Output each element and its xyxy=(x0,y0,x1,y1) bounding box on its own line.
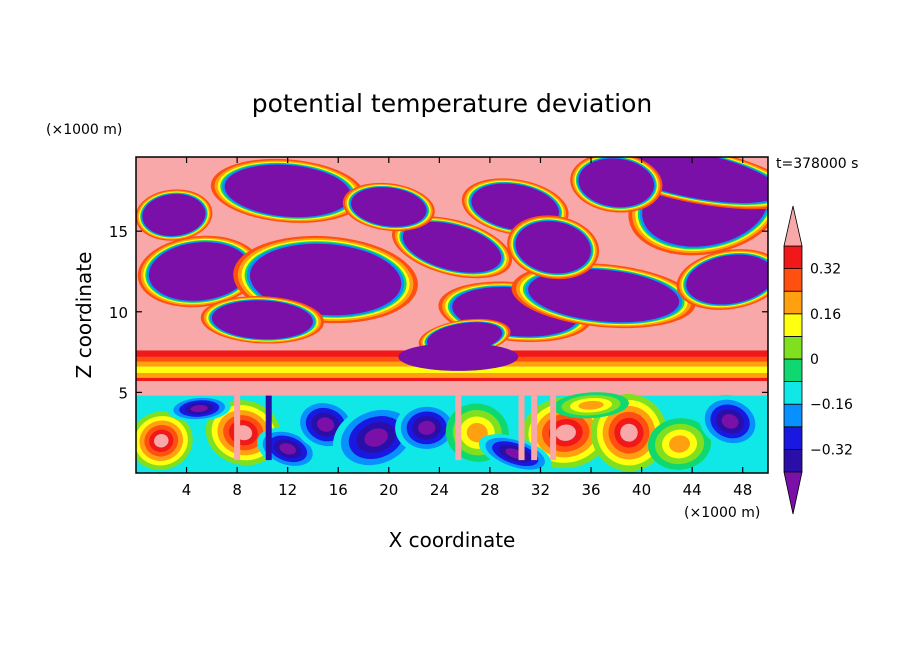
colorbar-extend-max xyxy=(783,205,803,247)
eddy-contour xyxy=(190,404,208,413)
eddy-contour xyxy=(578,400,604,410)
x-tick-label: 36 xyxy=(581,481,600,499)
x-tick-label: 32 xyxy=(531,481,550,499)
colorbar-box xyxy=(783,358,803,383)
contour-core xyxy=(351,187,427,227)
eddy-contour xyxy=(317,417,335,432)
eddy-contour xyxy=(154,434,169,448)
colorbar-tick-label: −0.32 xyxy=(810,442,853,458)
y-tick-label: 5 xyxy=(118,384,128,402)
y-unit-label: (×1000 m) xyxy=(46,122,122,138)
colorbar-extend-min xyxy=(783,471,803,515)
contour-core xyxy=(398,342,519,371)
colorbar-tick-label: 0 xyxy=(810,352,819,368)
contour-core xyxy=(605,157,768,204)
heatmap-field xyxy=(136,157,768,473)
y-axis: 5 10 15 xyxy=(109,223,768,402)
x-unit-label: (×1000 m) xyxy=(684,505,760,521)
x-tick-label: 16 xyxy=(329,481,348,499)
contour-core xyxy=(515,221,591,274)
contour-core xyxy=(211,300,313,340)
eddy-contour xyxy=(279,443,297,455)
contour-core xyxy=(686,254,768,305)
contour-core xyxy=(528,269,680,323)
band-stripe xyxy=(136,373,768,378)
plume xyxy=(234,395,241,461)
plume xyxy=(455,395,462,461)
x-tick-label: 48 xyxy=(733,481,752,499)
colorbar-box xyxy=(783,245,803,270)
y-axis-label: Z coordinate xyxy=(72,252,96,379)
x-tick-label: 8 xyxy=(232,481,242,499)
eddy-contour xyxy=(364,428,388,447)
x-axis-label: X coordinate xyxy=(389,528,516,552)
plume xyxy=(550,395,557,461)
x-tick-label: 20 xyxy=(379,481,398,499)
contour-core xyxy=(148,242,250,301)
colorbar-box xyxy=(783,426,803,450)
plume xyxy=(518,395,525,461)
colorbar-box xyxy=(783,381,803,405)
eddy-contour xyxy=(418,420,436,435)
x-tick-label: 24 xyxy=(430,481,449,499)
x-tick-label: 4 xyxy=(182,481,192,499)
contour-core xyxy=(224,164,351,218)
band-stripe xyxy=(136,381,768,394)
x-tick-label: 12 xyxy=(278,481,297,499)
band-stripe xyxy=(136,377,768,382)
colorbar-tick-label: 0.16 xyxy=(810,307,841,323)
contour-core xyxy=(142,193,206,237)
colorbar-box xyxy=(783,290,803,315)
colorbar: 0.32 0.16 0 −0.16 −0.32 xyxy=(783,205,853,515)
colorbar-tick-label: −0.16 xyxy=(810,397,853,413)
x-axis: 4 8 12 16 20 24 28 32 36 40 44 48 xyxy=(182,157,752,499)
eddy-contour xyxy=(555,424,576,441)
x-tick-label: 44 xyxy=(683,481,702,499)
contour-core xyxy=(578,158,655,208)
eddy-contour xyxy=(620,423,638,442)
y-tick-label: 15 xyxy=(109,223,128,241)
colorbar-box xyxy=(783,268,803,292)
plume xyxy=(531,395,538,461)
plume xyxy=(265,395,272,461)
eddy-contour xyxy=(669,435,691,453)
contour-core xyxy=(402,221,502,273)
colorbar-box xyxy=(783,335,803,360)
colorbar-tick-label: 0.32 xyxy=(810,262,841,278)
contour-core xyxy=(249,243,402,316)
colorbar-box xyxy=(783,403,803,428)
chart-title: potential temperature deviation xyxy=(252,89,652,118)
colorbar-box xyxy=(783,448,803,473)
x-tick-label: 28 xyxy=(480,481,499,499)
plot-frame xyxy=(135,156,769,474)
colorbar-box xyxy=(783,313,803,337)
time-label: t=378000 s xyxy=(776,156,858,172)
x-tick-label: 40 xyxy=(632,481,651,499)
y-tick-label: 10 xyxy=(109,304,128,322)
eddy-contour xyxy=(721,414,739,429)
